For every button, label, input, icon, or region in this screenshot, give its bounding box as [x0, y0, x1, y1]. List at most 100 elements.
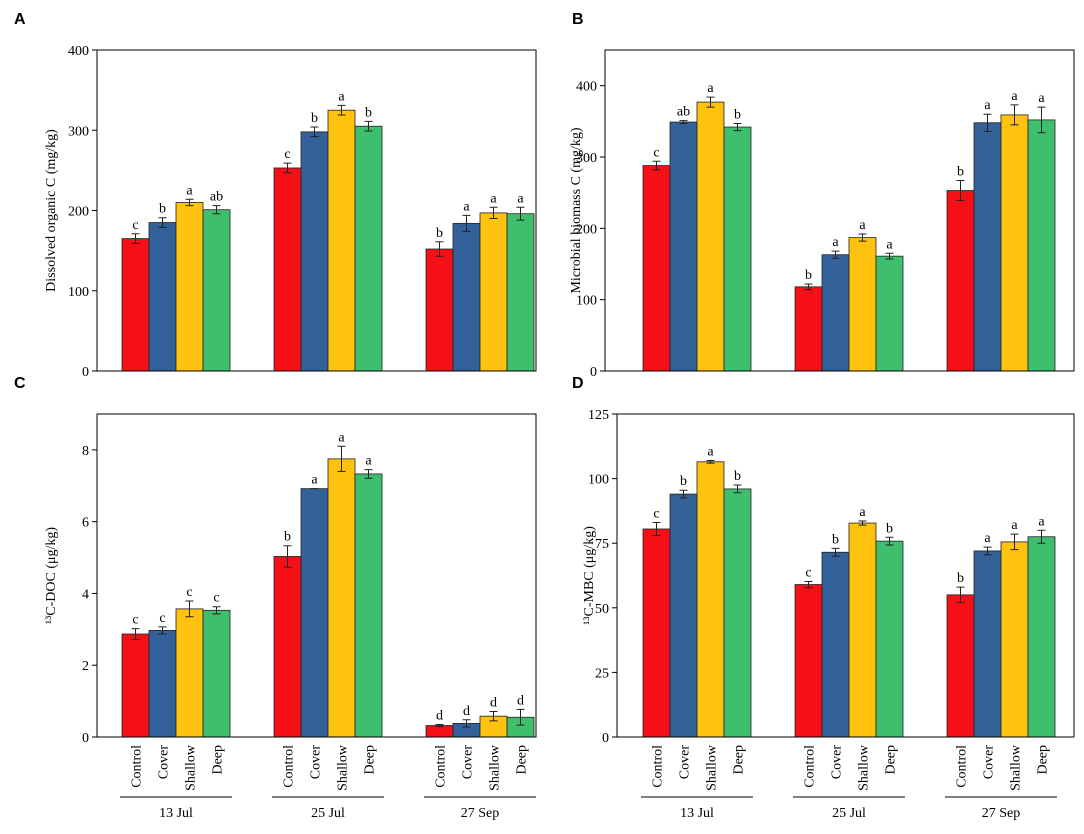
significance-letter: d: [436, 708, 443, 723]
bar: [1027, 119, 1056, 372]
significance-letter: b: [311, 111, 318, 126]
bar: [121, 633, 150, 738]
bar: [121, 238, 150, 372]
bar: [354, 473, 383, 738]
x-tick-label: Deep: [732, 745, 747, 775]
x-tick-label: Deep: [515, 745, 530, 775]
bar: [642, 528, 671, 738]
error-bar: [956, 180, 965, 202]
x-tick-label: Shallow: [336, 744, 351, 791]
error-bar: [858, 520, 867, 526]
bar: [848, 522, 877, 738]
error-bar: [1010, 104, 1019, 126]
plot-frame: [604, 49, 1075, 372]
bar: [327, 458, 356, 738]
significance-letter: a: [859, 505, 866, 520]
x-tick-label: Cover: [678, 745, 693, 780]
significance-letter: a: [707, 445, 714, 460]
significance-letter: c: [186, 585, 192, 600]
significance-letter: a: [859, 218, 866, 233]
y-tick-label: 6: [82, 516, 89, 531]
panel-label: D: [572, 375, 584, 392]
significance-letter: b: [734, 469, 741, 484]
significance-letter: c: [132, 218, 138, 233]
error-bar: [337, 104, 346, 116]
y-tick-label: 0: [82, 731, 89, 746]
error-bar: [706, 460, 715, 464]
y-tick-label: 125: [588, 408, 609, 423]
bar: [669, 493, 698, 738]
error-bar: [831, 547, 840, 557]
significance-letter: b: [284, 530, 291, 545]
y-axis-label: Microbial biomass C (mg/kg): [569, 127, 584, 293]
significance-letter: b: [365, 105, 372, 120]
significance-letter: ab: [210, 190, 223, 205]
y-tick-label: 4: [82, 587, 89, 602]
panel-label: C: [14, 375, 26, 392]
significance-letter: a: [886, 237, 893, 252]
significance-letter: c: [159, 611, 165, 626]
error-bar: [489, 711, 498, 722]
significance-letter: d: [517, 693, 524, 708]
bar: [175, 608, 204, 738]
bar: [1000, 114, 1029, 372]
significance-letter: ab: [677, 105, 690, 120]
significance-letter: d: [490, 696, 497, 711]
error-bar: [131, 233, 140, 244]
bar: [642, 165, 671, 372]
significance-letter: b: [680, 474, 687, 489]
y-tick-label: 50: [595, 602, 609, 617]
bar: [273, 556, 302, 738]
significance-letter: a: [707, 81, 714, 96]
error-bar: [885, 252, 894, 260]
error-bar: [462, 214, 471, 232]
x-tick-label: Deep: [363, 745, 378, 775]
bar: [425, 248, 454, 372]
x-tick-label: Shallow: [705, 744, 720, 791]
panel-label: A: [14, 11, 26, 28]
bar: [202, 609, 231, 738]
x-tick-label: Cover: [830, 745, 845, 780]
significance-letter: b: [886, 521, 893, 536]
bar: [148, 630, 177, 738]
x-tick-label: Control: [803, 745, 818, 788]
bar: [300, 131, 329, 372]
significance-letter: c: [284, 147, 290, 162]
y-axis-label: ¹³C-MBC (μg/kg): [582, 526, 597, 625]
significance-letter: d: [463, 704, 470, 719]
bar: [723, 126, 752, 372]
error-bar: [435, 241, 444, 257]
error-bar: [1010, 533, 1019, 551]
error-bar: [1037, 106, 1046, 134]
bar: [202, 209, 231, 372]
bar: [479, 212, 508, 372]
x-tick-label: Cover: [309, 745, 324, 780]
error-bar: [1037, 529, 1046, 544]
y-tick-label: 200: [68, 205, 89, 220]
bar: [425, 725, 454, 738]
group-label: 27 Sep: [461, 806, 500, 821]
significance-letter: a: [1011, 89, 1018, 104]
error-bar: [364, 469, 373, 479]
error-bar: [885, 536, 894, 546]
error-bar: [733, 484, 742, 494]
error-bar: [131, 628, 140, 640]
significance-letter: a: [338, 430, 345, 445]
bar: [794, 584, 823, 738]
bar: [821, 551, 850, 738]
bar: [723, 488, 752, 738]
bar: [300, 488, 329, 738]
error-bar: [956, 586, 965, 604]
y-axis-label: Dissolved organic C (mg/kg): [44, 129, 59, 292]
significance-letter: b: [832, 532, 839, 547]
bar: [696, 461, 725, 738]
error-bar: [516, 708, 525, 726]
significance-letter: a: [984, 98, 991, 113]
bar: [696, 101, 725, 372]
bar: [1000, 541, 1029, 738]
x-tick-label: Shallow: [857, 744, 872, 791]
y-tick-label: 2: [82, 659, 89, 674]
significance-letter: c: [132, 613, 138, 628]
y-tick-label: 0: [590, 365, 597, 380]
panel-label: B: [572, 11, 584, 28]
